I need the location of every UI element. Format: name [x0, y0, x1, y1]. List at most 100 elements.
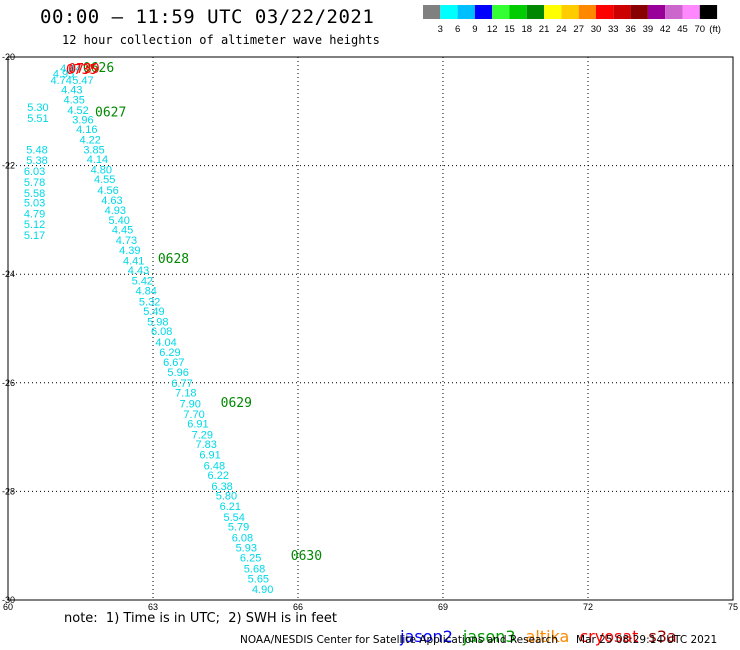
swh-point-label: 4.04 [155, 337, 176, 349]
footer: NOAA/NESDIS Center for Satellite Applica… [240, 634, 717, 646]
colorbar-tick-label: 45 [677, 24, 688, 35]
swh-point-label: 4.74 [50, 75, 71, 87]
pass-time-label: 0626 [83, 61, 114, 76]
swh-point-label: 4.43 [128, 265, 149, 277]
colorbar-tick-label: 70 [695, 24, 706, 35]
colorbar-tick-label: 12 [487, 24, 498, 35]
swh-point-label: 5.48 [26, 144, 47, 156]
legend-altika: altika [525, 627, 570, 646]
pass-time-label: 0630 [291, 549, 322, 564]
colorbar-swatch [492, 5, 510, 19]
colorbar-swatch [647, 5, 666, 19]
swh-point-label: 5.78 [24, 177, 45, 189]
swh-point-label: 4.22 [79, 135, 100, 147]
swh-point-label: 5.93 [236, 542, 257, 554]
swh-point-label: 5.17 [24, 230, 45, 242]
x-tick-label: 60 [3, 602, 13, 612]
swh-point-label: 5.68 [244, 564, 265, 576]
colorbar-tick-label: 33 [608, 24, 619, 35]
swh-point-label: 5.54 [223, 512, 244, 524]
colorbar-swatch [578, 5, 596, 19]
swh-point-label: 7.90 [180, 398, 201, 410]
swh-point-label: 6.25 [240, 553, 261, 565]
x-tick-label: 69 [438, 602, 448, 612]
colorbar-swatch [665, 5, 683, 19]
swh-point-label: 6.29 [159, 347, 180, 359]
swh-point-label: 6.22 [208, 470, 229, 482]
y-tick-label: -24 [2, 269, 15, 279]
colorbar-swatch [509, 5, 527, 19]
swh-point-label: 5.03 [24, 198, 45, 210]
x-tick-label: 63 [148, 602, 158, 612]
colorbar-swatch [526, 5, 545, 19]
swh-point-label: 4.45 [112, 225, 133, 237]
swh-point-label: 5.38 [26, 155, 47, 167]
swh-point-label: 4.44 [60, 63, 81, 75]
swh-point-label: 4.39 [119, 245, 140, 257]
swh-point-label: 5.47 [72, 75, 93, 87]
swh-point-label: 5.49 [143, 306, 164, 318]
colorbar-swatch [561, 5, 579, 19]
swh-point-label: 6.67 [163, 357, 184, 369]
swh-point-label: 4.56 [97, 185, 118, 197]
swh-point-label: 4.90 [252, 584, 273, 596]
swh-point-label: 4.14 [87, 154, 108, 166]
legend-jason2: jason2 [400, 627, 453, 646]
swh-point-label: 4.79 [24, 208, 45, 220]
legend-cryosat: cryosat [579, 627, 639, 646]
colorbar-tick-label: 18 [522, 24, 533, 35]
swh-point-label: 5.96 [167, 367, 188, 379]
swh-point-label: 4.16 [76, 124, 97, 136]
swh-point-label: 6.91 [199, 449, 220, 461]
swh-point-label: 5.42 [132, 276, 153, 288]
swh-point-label: 6.48 [204, 460, 225, 472]
swh-point-label: 4.84 [136, 285, 157, 297]
swh-point-label: 5.65 [248, 573, 269, 585]
map-subtitle: 12 hour collection of altimeter wave hei… [62, 33, 380, 47]
colorbar-tick-label: 27 [573, 24, 584, 35]
swh-point-label: 4.43 [61, 85, 82, 97]
swh-point-label: 5.30 [27, 102, 48, 114]
chart-note: note: 1) Time is in UTC; 2) SWH is in fe… [64, 611, 337, 626]
colorbar-tick-label: 15 [504, 24, 515, 35]
pass-time-label: 0628 [158, 252, 189, 267]
colorbar-swatch [613, 5, 631, 19]
pass-time-label: 0627 [95, 105, 126, 120]
swh-point-label: 7.29 [192, 429, 213, 441]
colorbar-tick-label: 21 [539, 24, 550, 35]
legend-jason3: jason3 [462, 627, 516, 646]
swh-colorbar: 3 6 9 12 15 18 21 24 27 30 33 36 39 42 45 70 (ft) [423, 5, 721, 35]
swh-point-label: 4.73 [116, 235, 137, 247]
x-tick-label: 72 [583, 602, 593, 612]
swh-point-label: 6.38 [211, 481, 232, 493]
swh-point-label: 5.40 [108, 215, 129, 227]
swh-point-label: 6.03 [24, 166, 45, 178]
colorbar-tick-label: 42 [660, 24, 671, 35]
pass-time-label: 0739 [68, 62, 99, 77]
swh-point-label: 4.35 [64, 94, 85, 106]
swh-point-label: 5.79 [228, 522, 249, 534]
swh-point-label: 4.55 [94, 174, 115, 186]
colorbar-swatch [682, 5, 700, 19]
swh-point-label: 5.12 [24, 219, 45, 231]
swh-point-label: 7.70 [183, 409, 204, 421]
satellite-legend: jason2 jason3 altika cryosat s3a [390, 608, 687, 646]
colorbar-swatch [423, 5, 441, 19]
swh-point-label: 6.91 [187, 419, 208, 431]
swh-point-label: 5.32 [139, 296, 160, 308]
colorbar-swatch [474, 5, 493, 19]
x-tick-label: 75 [728, 602, 738, 612]
colorbar-tick-label: 39 [643, 24, 654, 35]
y-tick-label: -26 [2, 378, 15, 388]
pass-time-label: 0629 [221, 396, 252, 411]
plot-frame [7, 56, 734, 601]
colorbar-tick-label: 3 [438, 24, 443, 35]
colorbar-swatch [544, 5, 562, 19]
y-tick-label: -22 [2, 161, 15, 171]
colorbar-tick-label: 6 [455, 24, 460, 35]
swh-point-label: 3.96 [72, 114, 93, 126]
colorbar-swatch [630, 5, 648, 19]
x-tick-label: 66 [293, 602, 303, 612]
swh-point-label: 5.51 [27, 113, 48, 125]
